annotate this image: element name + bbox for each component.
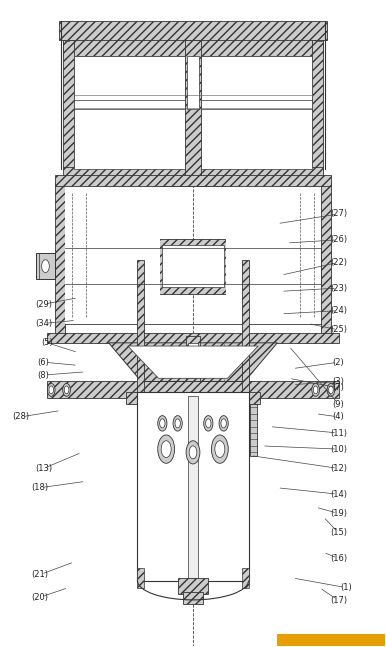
- Text: (8): (8): [37, 371, 49, 380]
- Text: (10): (10): [330, 444, 347, 454]
- Text: (20): (20): [31, 593, 48, 602]
- Text: (25): (25): [330, 325, 347, 334]
- Circle shape: [42, 259, 49, 272]
- Bar: [188, 343, 198, 378]
- Bar: [137, 568, 144, 587]
- Circle shape: [328, 386, 333, 394]
- Circle shape: [173, 415, 182, 431]
- Text: (14): (14): [330, 490, 347, 499]
- Bar: [318, 32, 322, 41]
- Text: (17): (17): [330, 596, 347, 605]
- Text: (16): (16): [330, 554, 347, 563]
- Bar: [63, 167, 323, 183]
- Bar: [242, 260, 249, 393]
- Bar: [322, 183, 331, 336]
- Bar: [251, 404, 257, 455]
- Bar: [157, 239, 229, 294]
- Bar: [59, 21, 327, 40]
- Text: (27): (27): [330, 210, 347, 219]
- Text: (22): (22): [330, 258, 347, 267]
- Bar: [47, 382, 339, 398]
- Bar: [55, 175, 331, 186]
- Text: (26): (26): [330, 236, 347, 245]
- Bar: [222, 248, 322, 284]
- Circle shape: [219, 415, 228, 431]
- Text: (1): (1): [340, 583, 352, 592]
- Circle shape: [186, 441, 200, 464]
- Text: (9): (9): [333, 400, 344, 408]
- Text: (4): (4): [333, 412, 344, 421]
- Bar: [183, 592, 203, 604]
- Circle shape: [158, 435, 174, 463]
- Text: (7): (7): [333, 384, 345, 393]
- Circle shape: [47, 384, 55, 397]
- Text: (19): (19): [330, 509, 347, 518]
- Text: (18): (18): [31, 483, 48, 492]
- Text: (21): (21): [31, 570, 48, 579]
- Bar: [178, 578, 208, 594]
- Text: (12): (12): [330, 464, 347, 473]
- Text: (2): (2): [333, 358, 344, 367]
- Bar: [186, 336, 200, 382]
- Text: (24): (24): [330, 306, 347, 315]
- Bar: [137, 393, 249, 581]
- Text: (23): (23): [330, 283, 347, 292]
- Circle shape: [63, 384, 70, 397]
- Text: (15): (15): [330, 529, 347, 538]
- Bar: [277, 634, 384, 646]
- Bar: [242, 568, 249, 587]
- Circle shape: [215, 441, 225, 457]
- Circle shape: [175, 419, 180, 428]
- Bar: [47, 333, 339, 343]
- Bar: [63, 40, 74, 169]
- Circle shape: [160, 419, 165, 428]
- Bar: [225, 186, 322, 324]
- Circle shape: [189, 446, 197, 459]
- Circle shape: [158, 415, 167, 431]
- Bar: [312, 40, 323, 169]
- Bar: [63, 34, 323, 56]
- Bar: [36, 253, 55, 279]
- Bar: [318, 22, 322, 35]
- Circle shape: [49, 386, 54, 394]
- Circle shape: [204, 415, 213, 431]
- Circle shape: [212, 435, 228, 463]
- Bar: [163, 245, 223, 287]
- Bar: [64, 248, 164, 284]
- Text: (28): (28): [12, 412, 29, 421]
- Text: (3): (3): [333, 377, 345, 386]
- Text: (34): (34): [35, 319, 52, 328]
- Circle shape: [313, 386, 318, 394]
- Bar: [126, 393, 260, 404]
- Bar: [187, 56, 199, 109]
- Circle shape: [161, 441, 171, 457]
- Text: (5): (5): [42, 338, 53, 347]
- Bar: [185, 40, 201, 183]
- Bar: [74, 56, 312, 169]
- Bar: [64, 22, 69, 35]
- Bar: [64, 186, 161, 324]
- Bar: [55, 183, 64, 336]
- Circle shape: [221, 419, 226, 428]
- Text: (13): (13): [35, 464, 52, 473]
- Circle shape: [206, 419, 211, 428]
- Circle shape: [327, 384, 335, 397]
- Polygon shape: [128, 346, 258, 378]
- Circle shape: [312, 384, 320, 397]
- Bar: [188, 396, 198, 578]
- Polygon shape: [109, 343, 277, 382]
- Bar: [64, 32, 69, 41]
- Text: (6): (6): [37, 358, 49, 367]
- Circle shape: [64, 386, 69, 394]
- Text: (11): (11): [330, 428, 347, 437]
- Text: (29): (29): [35, 300, 52, 309]
- Bar: [137, 260, 144, 393]
